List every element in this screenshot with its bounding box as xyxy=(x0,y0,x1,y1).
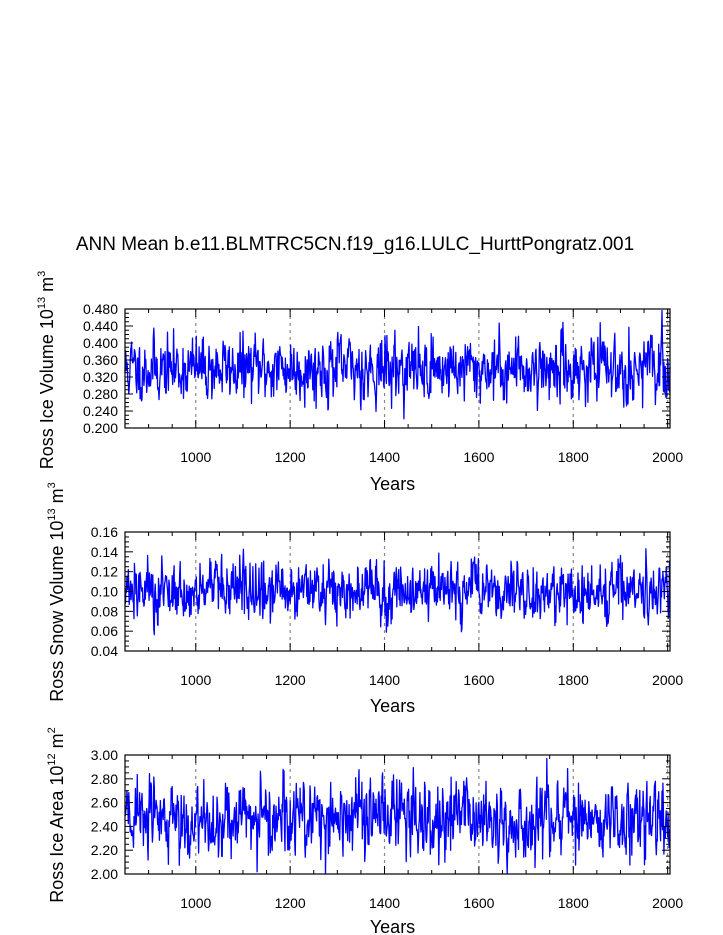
y-axis-title-part: Ross Ice Area 10 xyxy=(47,766,67,903)
x-tick-label: 1600 xyxy=(463,895,494,911)
y-axis-title: Ross Snow Volume 1013 m3 xyxy=(46,482,67,701)
y-tick-label: 0.280 xyxy=(83,386,118,402)
x-tick-label: 1800 xyxy=(558,895,589,911)
x-axis-title: Years xyxy=(370,696,415,716)
y-tick-label: 2.80 xyxy=(91,771,118,787)
y-tick-label: 2.40 xyxy=(91,818,118,834)
x-axis-title: Years xyxy=(370,917,415,935)
x-tick-label: 2000 xyxy=(652,449,683,465)
x-tick-label: 1600 xyxy=(463,449,494,465)
y-tick-label: 2.60 xyxy=(91,795,118,811)
y-axis-title-part: m xyxy=(47,733,67,753)
y-tick-label: 0.440 xyxy=(83,318,118,334)
x-tick-label: 1000 xyxy=(180,449,211,465)
x-tick-label: 1400 xyxy=(369,672,400,688)
y-tick-label: 0.06 xyxy=(91,623,118,639)
series-line xyxy=(124,757,671,875)
y-tick-label: 0.360 xyxy=(83,352,118,368)
y-tick-label: 0.14 xyxy=(91,544,118,560)
figure-title: ANN Mean b.e11.BLMTRC5CN.f19_g16.LULC_Hu… xyxy=(76,234,634,255)
y-tick-label: 0.240 xyxy=(83,403,118,419)
chart-ross-snow-volume: 1000 1200 1400 1600 1800 2000 0.04 0.06 0.08 0.10… xyxy=(46,482,683,716)
y-tick-label: 0.400 xyxy=(83,335,118,351)
x-tick-label: 1400 xyxy=(369,449,400,465)
y-axis-title-part: 3 xyxy=(46,482,58,488)
y-tick-label: 0.16 xyxy=(91,524,118,540)
y-tick-label: 2.00 xyxy=(91,866,118,882)
x-tick-label: 1400 xyxy=(369,895,400,911)
y-tick-label: 0.04 xyxy=(91,643,118,659)
y-axis-title-part: 12 xyxy=(46,753,58,765)
y-tick-label: 0.480 xyxy=(83,301,118,317)
y-tick-label: 0.08 xyxy=(91,603,118,619)
y-axis-title-part: 3 xyxy=(36,271,48,277)
x-tick-label: 1800 xyxy=(558,449,589,465)
y-tick-label: 0.320 xyxy=(83,369,118,385)
x-axis-title: Years xyxy=(370,474,415,494)
y-axis-title-part: 13 xyxy=(46,508,58,520)
x-tick-label: 1600 xyxy=(463,672,494,688)
x-tick-label: 1200 xyxy=(275,449,306,465)
x-tick-label: 1000 xyxy=(180,672,211,688)
y-axis-title-part: m xyxy=(37,277,57,297)
x-tick-label: 2000 xyxy=(652,895,683,911)
chart-ross-ice-volume: 1000 1200 1400 1600 1800 20000.2000.2400.2800… xyxy=(36,271,683,494)
y-tick-label: 0.12 xyxy=(91,564,118,580)
y-axis-title-part: m xyxy=(47,488,67,508)
series-line xyxy=(124,309,671,420)
x-tick-label: 1200 xyxy=(275,895,306,911)
y-axis-title-part: 2 xyxy=(46,727,58,733)
y-tick-label: 2.20 xyxy=(91,842,118,858)
y-axis-title-part: Ross Ice Volume 10 xyxy=(37,309,57,469)
y-tick-label: 0.10 xyxy=(91,584,118,600)
series-line xyxy=(124,548,671,636)
y-axis-title-part: Ross Snow Volume 10 xyxy=(47,521,67,702)
y-tick-label: 0.200 xyxy=(83,420,118,436)
y-axis-title: Ross Ice Volume 1013 m3 xyxy=(36,271,57,469)
y-axis-title: Ross Ice Area 1012 m2 xyxy=(46,727,67,902)
chart-ross-ice-area: 1000 1200 1400 1600 1800 2000 2.00 2.20 2.40 2.60… xyxy=(46,727,683,935)
x-tick-label: 1200 xyxy=(275,672,306,688)
y-axis-title-part: 13 xyxy=(36,297,48,309)
x-tick-label: 1000 xyxy=(180,895,211,911)
y-tick-label: 3.00 xyxy=(91,747,118,763)
x-tick-label: 1800 xyxy=(558,672,589,688)
x-tick-label: 2000 xyxy=(652,672,683,688)
